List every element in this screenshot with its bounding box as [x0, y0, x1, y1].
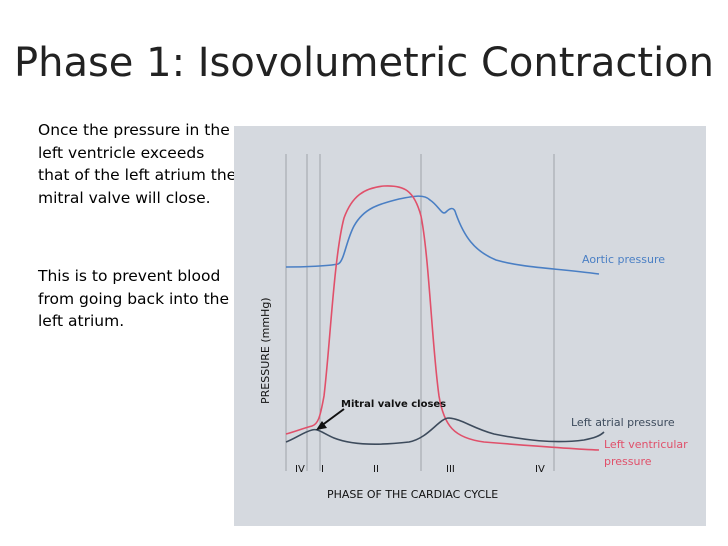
- left-ventricular-pressure-curve: [285, 185, 600, 451]
- y-axis-label: PRESSURE (mmHg): [259, 297, 272, 404]
- aortic-pressure-label: Aortic pressure: [582, 253, 665, 266]
- cardiac-cycle-diagram: PRESSURE (mmHg) Mitral valve closes Aort…: [234, 126, 706, 526]
- left-ventricular-pressure-label-line1: Left ventricular: [604, 438, 688, 451]
- mitral-valve-arrowhead: [316, 421, 327, 430]
- phase-label-iv-start: IV: [295, 464, 305, 475]
- left-atrial-pressure-label: Left atrial pressure: [571, 416, 675, 429]
- left-atrial-pressure-curve: [285, 417, 605, 445]
- aortic-pressure-curve: [285, 195, 600, 275]
- phase-label-ii: II: [373, 464, 379, 475]
- mitral-valve-closes-label: Mitral valve closes: [341, 399, 446, 410]
- phase-label-i: I: [321, 464, 324, 475]
- slide-title: Phase 1: Isovolumetric Contraction: [13, 40, 715, 86]
- mitral-valve-arrow: [320, 408, 345, 427]
- phase-label-iii: III: [446, 464, 455, 475]
- left-ventricular-pressure-label-line2: pressure: [604, 455, 652, 468]
- phase-label-iv-end: IV: [535, 464, 545, 475]
- paragraph-mitral-closure: Once the pressure in the left ventricle …: [38, 121, 237, 207]
- x-axis-label: PHASE OF THE CARDIAC CYCLE: [327, 488, 498, 501]
- cardiac-cycle-svg: PRESSURE (mmHg) Mitral valve closes Aort…: [259, 154, 688, 501]
- paragraph-prevent-backflow: This is to prevent blood from going back…: [38, 267, 230, 330]
